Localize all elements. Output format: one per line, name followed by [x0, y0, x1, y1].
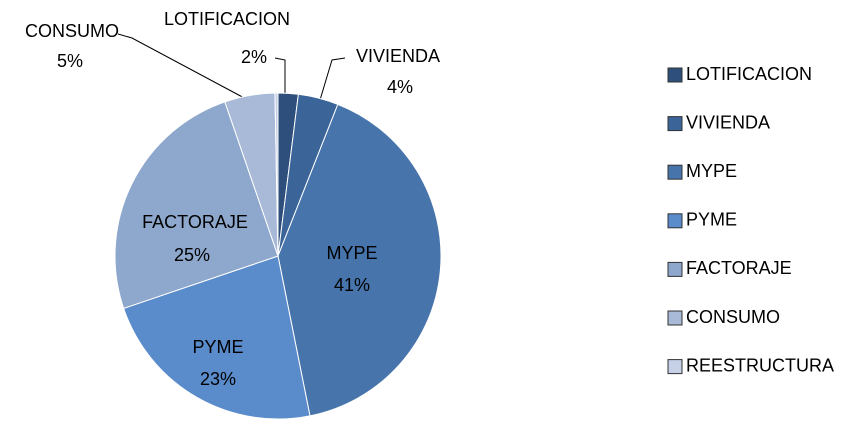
data-label-value: 4% [387, 77, 413, 97]
legend-swatch [667, 164, 683, 180]
data-label-value: 23% [200, 369, 236, 389]
legend-swatch [667, 116, 683, 132]
data-label-value: 2% [241, 47, 267, 67]
data-label-value: 41% [334, 275, 370, 295]
pie-slice [114, 101, 279, 310]
legend-swatch [667, 261, 683, 277]
legend-label: MYPE [686, 161, 737, 181]
data-label-name: LOTIFICACION [164, 9, 290, 29]
legend-label: FACTORAJE [686, 258, 792, 278]
data-label-name: MYPE [326, 243, 377, 263]
data-label-name: CONSUMO [25, 21, 119, 41]
legend-swatch [667, 310, 683, 326]
data-label-name: FACTORAJE [142, 212, 248, 232]
leader-line [319, 57, 346, 101]
leader-lines [117, 33, 346, 101]
leader-line [117, 33, 249, 101]
legend-label: CONSUMO [686, 307, 780, 327]
legend-label: PYME [686, 210, 737, 230]
legend-label: LOTIFICACION [686, 64, 812, 84]
pie-slice [274, 92, 279, 257]
pie-slice [277, 103, 442, 417]
legend-swatch [667, 359, 683, 375]
legend-label: VIVIENDA [686, 112, 770, 132]
data-label-name: VIVIENDA [356, 46, 440, 66]
leader-line [274, 57, 286, 98]
pie-slice [123, 255, 311, 420]
data-label-value: 25% [174, 245, 210, 265]
legend-label: REESTRUCTURA [686, 355, 834, 375]
legend-swatch [667, 213, 683, 229]
data-label-value: 5% [57, 51, 83, 71]
data-label-name: PYME [192, 337, 243, 357]
legend-swatch [667, 67, 683, 83]
